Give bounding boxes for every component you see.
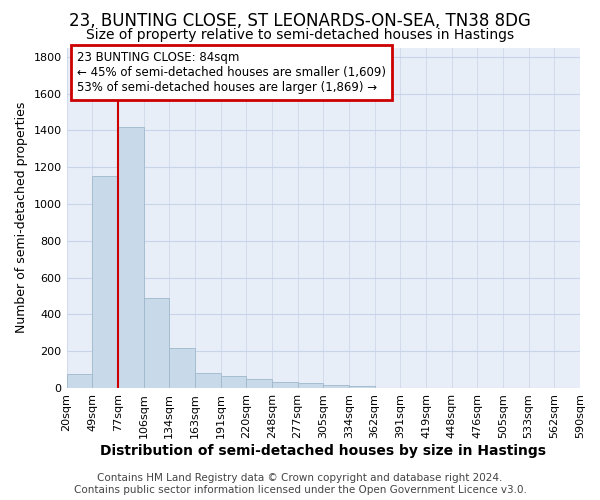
Bar xyxy=(67,374,92,388)
Y-axis label: Number of semi-detached properties: Number of semi-detached properties xyxy=(15,102,28,334)
Bar xyxy=(323,384,349,388)
Text: 23, BUNTING CLOSE, ST LEONARDS-ON-SEA, TN38 8DG: 23, BUNTING CLOSE, ST LEONARDS-ON-SEA, T… xyxy=(69,12,531,30)
Bar xyxy=(195,373,221,388)
Text: Size of property relative to semi-detached houses in Hastings: Size of property relative to semi-detach… xyxy=(86,28,514,42)
X-axis label: Distribution of semi-detached houses by size in Hastings: Distribution of semi-detached houses by … xyxy=(100,444,546,458)
Bar xyxy=(272,382,298,388)
Bar xyxy=(221,376,246,388)
Bar xyxy=(298,384,323,388)
Bar xyxy=(143,298,169,388)
Bar xyxy=(118,126,143,388)
Bar xyxy=(92,176,118,388)
Bar xyxy=(169,348,195,388)
Text: 23 BUNTING CLOSE: 84sqm
← 45% of semi-detached houses are smaller (1,609)
53% of: 23 BUNTING CLOSE: 84sqm ← 45% of semi-de… xyxy=(77,51,386,94)
Text: Contains HM Land Registry data © Crown copyright and database right 2024.
Contai: Contains HM Land Registry data © Crown c… xyxy=(74,474,526,495)
Bar xyxy=(246,379,272,388)
Bar xyxy=(349,386,374,388)
